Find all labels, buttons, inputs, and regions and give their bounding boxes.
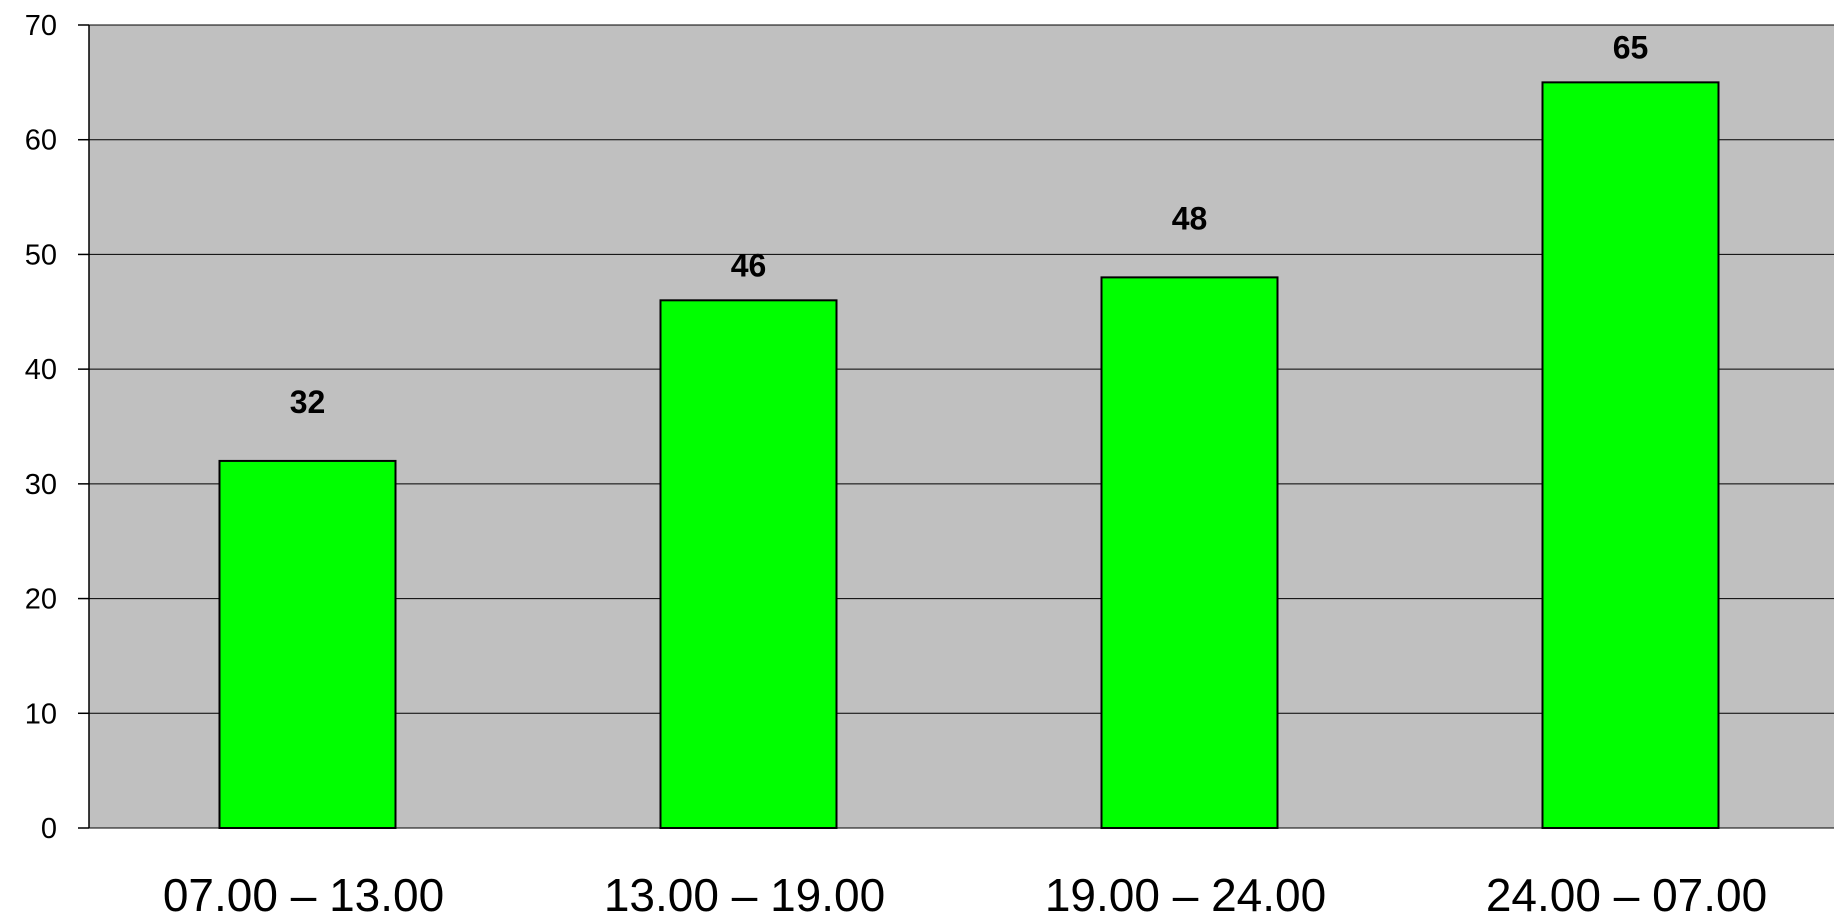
bars [218, 81, 1720, 830]
bar [218, 459, 397, 829]
x-category-label: 07.00 – 13.00 [163, 869, 444, 918]
y-tick-label: 0 [41, 813, 57, 845]
y-tick-label: 60 [25, 125, 57, 157]
data-label: 65 [1613, 29, 1649, 65]
x-category-label: 13.00 – 19.00 [604, 869, 885, 918]
category-labels: 07.00 – 13.00 13.00 – 19.00 19.00 – 24.00 2… [163, 869, 1767, 918]
y-tick-label: 30 [25, 469, 57, 501]
y-tick-label: 50 [25, 239, 57, 271]
x-category-label: 19.00 – 24.00 [1045, 869, 1326, 918]
data-label: 48 [1172, 200, 1208, 236]
data-label: 46 [731, 247, 767, 283]
y-tick-marks [78, 24, 89, 829]
bar [1100, 276, 1279, 830]
data-labels: 32 46 48 65 [290, 29, 1649, 420]
data-label: 32 [290, 384, 326, 420]
bar [659, 299, 838, 830]
y-tick-label: 70 [25, 10, 57, 42]
y-tick-label: 10 [25, 698, 57, 730]
y-tick-label: 40 [25, 354, 57, 386]
y-tick-labels: 0 10 20 30 40 50 60 70 [25, 10, 57, 845]
y-tick-label: 20 [25, 584, 57, 616]
bar [1541, 81, 1720, 830]
x-category-label: 24.00 – 07.00 [1486, 869, 1767, 918]
